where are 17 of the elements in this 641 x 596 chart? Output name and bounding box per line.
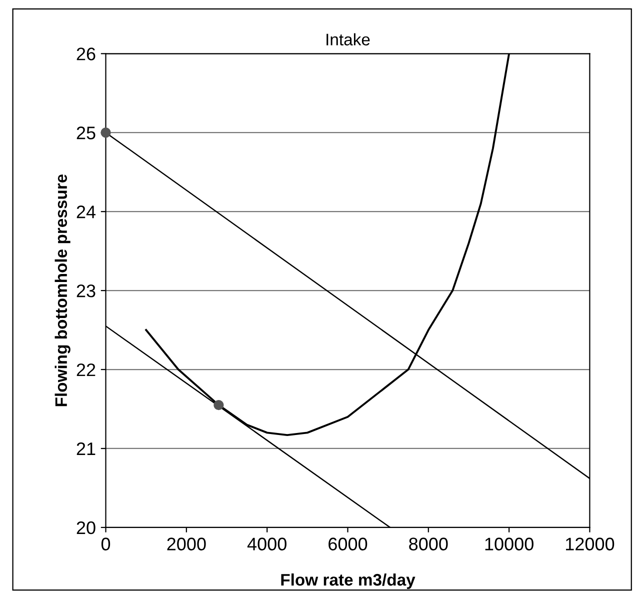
x-tick-label: 8000: [409, 538, 448, 550]
x-tick-label: 10000: [485, 538, 534, 550]
y-tick-label: 22: [76, 363, 96, 376]
chart-title: Intake: [326, 33, 370, 46]
x-tick-label: 4000: [247, 538, 286, 550]
x-tick-label: 2000: [167, 538, 206, 550]
y-tick-label: 25: [76, 126, 96, 140]
x-axis-title: Flow rate m3/day: [281, 573, 416, 589]
y-tick-label: 23: [76, 284, 96, 298]
y-tick-label: 24: [76, 206, 96, 218]
x-tick-label: 12000: [566, 538, 614, 550]
y-tick-label: 26: [76, 48, 96, 60]
y-axis-title: Flowing bottomhole pressure: [54, 174, 70, 406]
y-tick-label: 20: [76, 521, 96, 534]
x-tick-label: 6000: [328, 538, 368, 550]
y-tick-label: 21: [76, 442, 96, 456]
x-tick-label: 0: [101, 538, 110, 550]
